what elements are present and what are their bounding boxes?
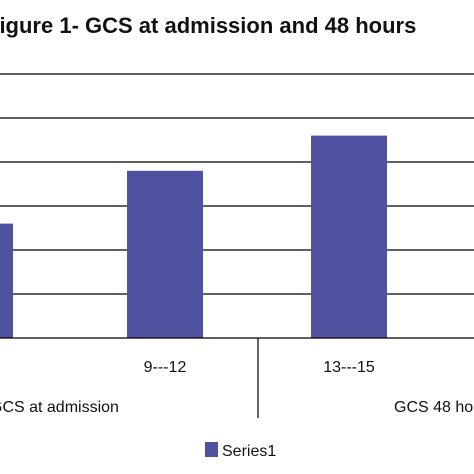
tick-label-2: 13---15 <box>323 359 375 376</box>
tick-label-1: 9---12 <box>144 359 187 376</box>
gridlines <box>0 73 474 295</box>
chart-title: Figure 1- GCS at admission and 48 hours <box>0 13 416 38</box>
group-label-48-hours: GCS 48 hours <box>394 399 474 416</box>
legend-label: Series1 <box>222 443 276 460</box>
bar-2 <box>311 135 387 338</box>
bars <box>0 135 387 338</box>
bar-0 <box>0 223 13 338</box>
bar-1 <box>127 170 203 338</box>
group-label-admission: GCS at admission <box>0 399 119 416</box>
legend-swatch <box>205 442 218 457</box>
